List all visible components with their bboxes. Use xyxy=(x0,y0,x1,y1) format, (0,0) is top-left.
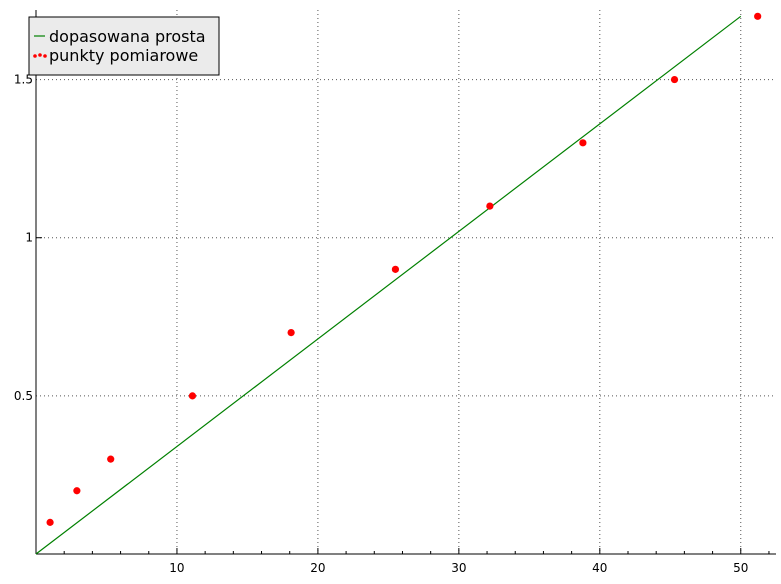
ticks: 10 20 30 40 50 0.5 1 1.5 xyxy=(14,73,770,575)
axes xyxy=(35,10,776,555)
legend-label-line: dopasowana prosta xyxy=(49,27,206,46)
legend-point-swatch xyxy=(38,53,42,57)
legend-point-swatch xyxy=(43,54,47,58)
legend-label-points: punkty pomiarowe xyxy=(49,46,198,65)
data-point xyxy=(73,487,81,495)
data-point xyxy=(188,392,197,400)
legend-point-swatch xyxy=(33,54,37,58)
data-point xyxy=(754,12,762,20)
fit-line xyxy=(35,15,742,555)
data-point xyxy=(579,139,587,147)
y-tick-label: 1.5 xyxy=(14,73,33,87)
x-tick-label: 50 xyxy=(733,561,748,575)
series xyxy=(35,12,762,555)
data-point xyxy=(391,265,400,273)
y-tick-label: 0.5 xyxy=(14,389,33,403)
x-tick-label: 40 xyxy=(592,561,607,575)
legend-box xyxy=(28,16,220,76)
x-tick-label: 10 xyxy=(169,561,184,575)
data-point xyxy=(107,455,115,463)
data-point xyxy=(46,518,54,526)
data-point xyxy=(670,75,679,84)
x-tick-label: 30 xyxy=(451,561,466,575)
grid-lines xyxy=(36,10,776,554)
x-tick-label: 20 xyxy=(310,561,325,575)
data-point xyxy=(486,202,494,210)
y-tick-label: 1 xyxy=(25,231,33,245)
data-point xyxy=(287,329,295,337)
